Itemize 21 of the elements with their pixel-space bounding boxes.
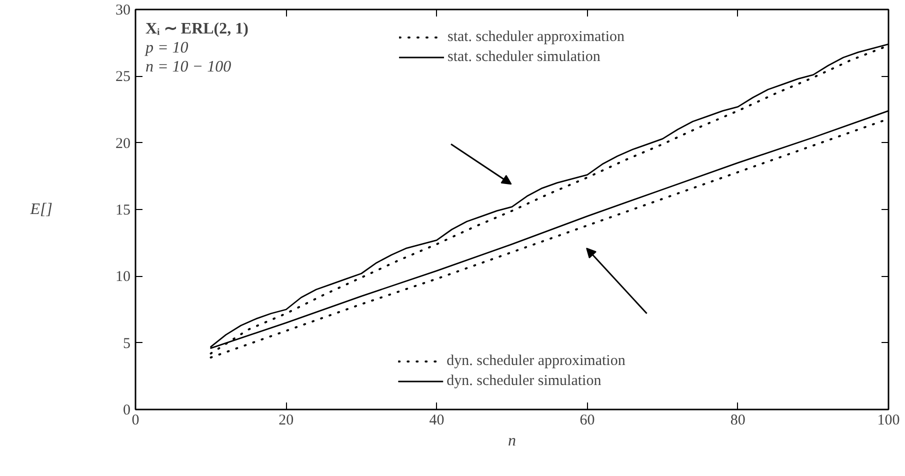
- y-tick-label: 15: [116, 202, 130, 218]
- y-tick-label: 30: [116, 2, 130, 18]
- y-tick-label: 5: [123, 336, 130, 352]
- x-tick-label: 20: [278, 412, 294, 428]
- y-axis-title: E[]: [29, 201, 53, 218]
- annotation: Xᵢ ∼ ERL(2, 1): [146, 20, 248, 38]
- x-tick-label: 60: [580, 412, 595, 428]
- y-tick-label: 20: [116, 136, 130, 152]
- legend-label: dyn. scheduler simulation: [446, 372, 602, 390]
- x-tick-label: 40: [429, 412, 444, 428]
- y-tick-label: 10: [116, 269, 130, 286]
- y-tick-label: 0: [123, 402, 130, 418]
- x-axis-title: n: [508, 432, 516, 450]
- legend-label: stat. scheduler simulation: [447, 48, 600, 66]
- y-tick-label: 25: [116, 69, 130, 86]
- annotation: n = 10 − 100: [146, 58, 232, 76]
- legend-label: stat. scheduler approximation: [447, 28, 625, 46]
- x-tick-label: 80: [730, 412, 746, 428]
- annotation: p = 10: [144, 40, 188, 56]
- legend-label: dyn. scheduler approximation: [446, 352, 626, 370]
- x-tick-label: 100: [877, 412, 900, 428]
